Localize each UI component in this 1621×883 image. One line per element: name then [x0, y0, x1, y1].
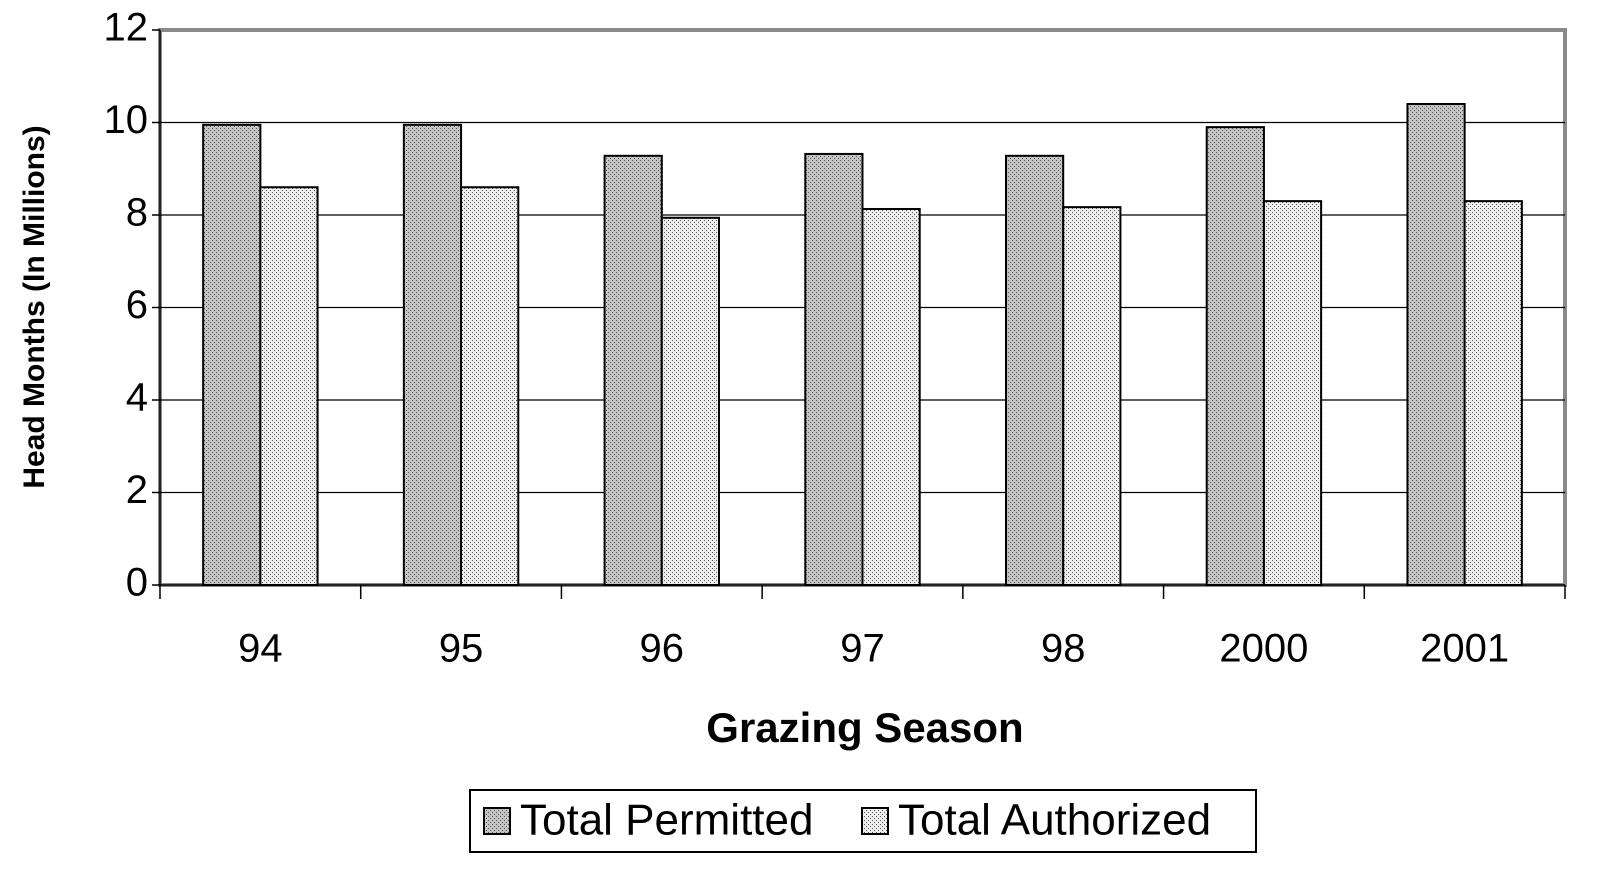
- x-tick-label: 96: [640, 627, 685, 671]
- y-tick-label: 12: [104, 6, 149, 50]
- legend-swatch-texture: [861, 807, 889, 835]
- bar-texture: [1005, 154, 1065, 587]
- x-tick-label: 2001: [1420, 627, 1509, 671]
- bar-texture: [1406, 103, 1466, 586]
- legend-label: Total Permitted: [520, 796, 813, 845]
- bar-texture: [804, 152, 864, 586]
- y-tick-label: 10: [104, 98, 149, 142]
- y-tick-label: 2: [126, 468, 148, 512]
- bar-texture: [1062, 206, 1122, 586]
- bar-texture: [259, 186, 319, 586]
- x-tick-label: 94: [238, 627, 283, 671]
- y-axis-title: Head Months (In Millions): [18, 125, 51, 488]
- bar-texture: [402, 123, 463, 586]
- bar-texture: [460, 186, 520, 586]
- y-tick-label: 4: [126, 376, 148, 420]
- legend-label: Total Authorized: [898, 796, 1211, 845]
- bar-texture: [1262, 200, 1323, 586]
- x-tick-label: 97: [840, 627, 885, 671]
- x-tick-label: 95: [439, 627, 484, 671]
- x-tick-label: 2000: [1219, 627, 1308, 671]
- bar-texture: [603, 154, 663, 587]
- y-tick-label: 8: [126, 191, 148, 235]
- y-tick-label: 0: [126, 561, 148, 605]
- bar-texture: [660, 216, 720, 586]
- legend-swatch-texture: [483, 807, 511, 835]
- bar-texture: [1463, 200, 1523, 586]
- x-axis-title: Grazing Season: [706, 704, 1023, 751]
- y-tick-label: 6: [126, 283, 148, 327]
- bar-texture: [1205, 126, 1265, 586]
- bar-texture: [202, 123, 262, 586]
- bar-texture: [861, 207, 921, 587]
- x-tick-label: 98: [1041, 627, 1086, 671]
